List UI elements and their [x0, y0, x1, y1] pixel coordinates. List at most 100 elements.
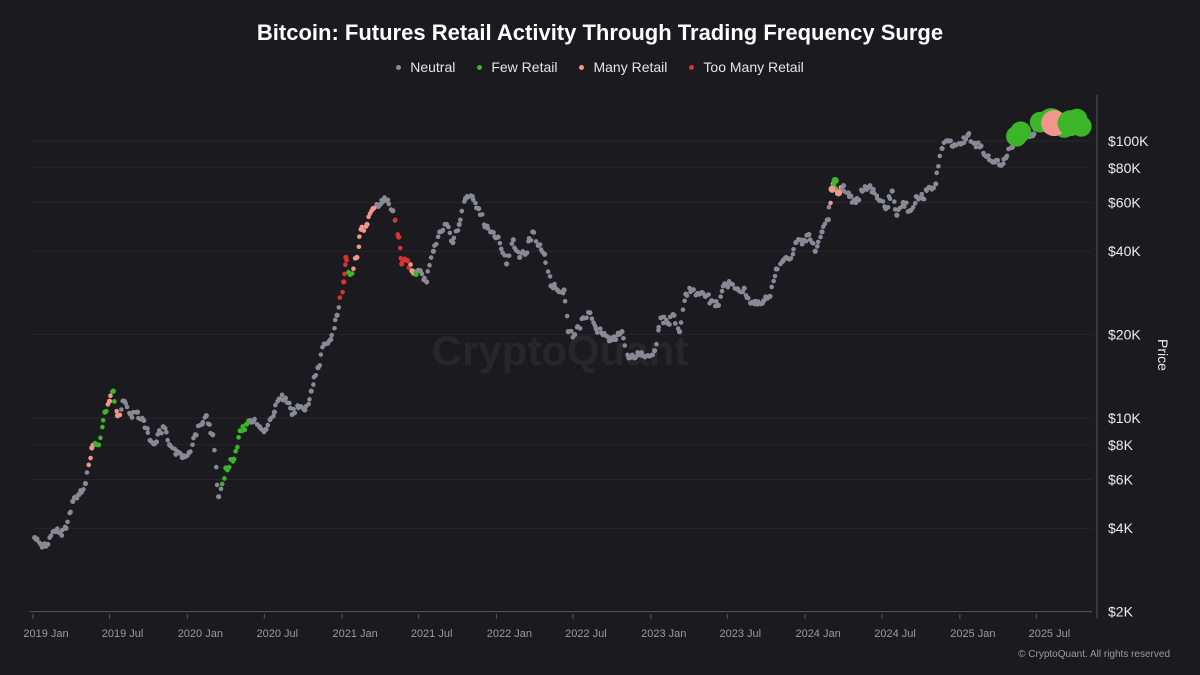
data-point-too-many-retail [405, 258, 411, 264]
data-point-neutral [773, 266, 779, 272]
data-point-neutral [1003, 155, 1009, 161]
price-dot-fill [329, 332, 335, 338]
price-dot-fill [995, 157, 1001, 163]
price-dot-fill [233, 448, 238, 454]
legend-item-too-many-retail[interactable]: Too Many Retail [689, 59, 804, 75]
price-dot-fill [910, 204, 916, 210]
data-point-neutral [883, 206, 889, 212]
price-dot-fill [577, 326, 583, 331]
price-dot-fill [273, 402, 278, 408]
data-point-neutral [819, 229, 825, 235]
price-dot-fill [803, 238, 809, 244]
price-dot-fill [108, 393, 113, 399]
price-dot-fill [356, 244, 362, 250]
price-dot-fill [428, 255, 434, 260]
price-dot-fill [81, 487, 86, 492]
data-point-neutral [82, 480, 89, 487]
data-point-neutral [587, 310, 593, 316]
data-point-neutral [548, 283, 554, 289]
legend-item-many-retail[interactable]: Many Retail [579, 59, 667, 75]
price-dot-fill [497, 240, 503, 246]
data-point-neutral [952, 142, 958, 148]
price-dot-fill [178, 451, 183, 456]
price-dot-fill [725, 284, 731, 290]
chart-title: Bitcoin: Futures Retail Activity Through… [256, 20, 944, 45]
price-dot-fill [386, 201, 392, 207]
data-point-neutral [920, 195, 926, 202]
x-tick-label: 2022 Jul [565, 628, 607, 640]
legend-item-few-retail[interactable]: Few Retail [477, 59, 557, 75]
price-dot-fill [351, 266, 356, 272]
data-point-neutral [853, 199, 859, 206]
data-point-neutral [295, 405, 302, 411]
price-dot-fill [236, 435, 241, 440]
price-dot-fill [791, 247, 796, 252]
data-point-many-retail [409, 268, 415, 274]
price-dot-fill [447, 230, 453, 236]
data-point-neutral [786, 256, 793, 262]
data-point-neutral [572, 332, 578, 338]
data-point-neutral [424, 279, 430, 285]
data-point-neutral [728, 281, 734, 287]
data-point-neutral [476, 206, 482, 212]
price-dot-fill [740, 289, 746, 295]
price-dot-fill [498, 246, 504, 252]
data-point-neutral [63, 525, 69, 531]
data-point-neutral [990, 159, 996, 165]
y-tick-label: $100K [1108, 133, 1149, 149]
data-point-many-retail [364, 221, 370, 227]
data-point-neutral [978, 143, 984, 149]
data-point-neutral [443, 221, 450, 227]
data-point-neutral [761, 298, 767, 304]
legend-item-neutral[interactable]: Neutral [396, 59, 455, 75]
data-point-neutral [134, 409, 141, 415]
price-dot-fill [190, 442, 195, 448]
data-point-neutral [876, 197, 883, 204]
data-point-few-retail [95, 442, 102, 448]
price-dot-fill [594, 330, 600, 335]
price-dot-fill [654, 341, 659, 347]
data-point-neutral [530, 229, 536, 235]
data-point-neutral [302, 407, 308, 413]
price-dot-fill [892, 199, 897, 204]
data-point-neutral [665, 320, 671, 326]
data-point-neutral [683, 291, 689, 297]
price-dot-fill [547, 274, 553, 279]
data-point-neutral [580, 315, 586, 321]
price-dot-fill [397, 245, 403, 251]
price-dot-fill [506, 253, 512, 258]
price-dot-fill [422, 275, 427, 281]
data-point-neutral [282, 395, 289, 401]
data-point-neutral [321, 341, 327, 347]
data-point-neutral [250, 419, 256, 425]
few-retail-marker-icon [477, 64, 483, 70]
price-dot-fill [155, 432, 160, 437]
legend-label: Few Retail [491, 59, 558, 75]
data-point-neutral [308, 388, 314, 394]
price-dot-fill [306, 401, 311, 407]
data-point-neutral [593, 326, 599, 332]
price-dot-fill [313, 373, 319, 378]
data-point-neutral [676, 329, 683, 335]
y-tick-label: $40K [1108, 243, 1141, 259]
data-point-neutral [734, 286, 741, 292]
data-point-neutral [32, 535, 38, 541]
x-tick-label: 2021 Jan [332, 628, 377, 640]
price-dot-fill [718, 294, 724, 299]
data-point-neutral [271, 409, 278, 415]
price-dot-fill [100, 417, 106, 423]
data-point-few-retail [102, 409, 108, 415]
price-dot-fill [533, 239, 539, 244]
x-tick-label: 2023 Jul [719, 628, 761, 640]
data-point-neutral [565, 329, 571, 335]
watermark: CryptoQuant [432, 327, 689, 374]
price-dot-fill [543, 260, 548, 265]
too-many-retail-marker-icon [689, 64, 695, 70]
data-point-few-retail [413, 271, 419, 277]
price-dot-fill [112, 399, 117, 404]
price-dot-fill [509, 241, 515, 247]
price-dot-fill [931, 185, 936, 191]
data-point-neutral [619, 329, 625, 335]
data-point-neutral [488, 229, 494, 235]
data-point-neutral [907, 208, 913, 214]
